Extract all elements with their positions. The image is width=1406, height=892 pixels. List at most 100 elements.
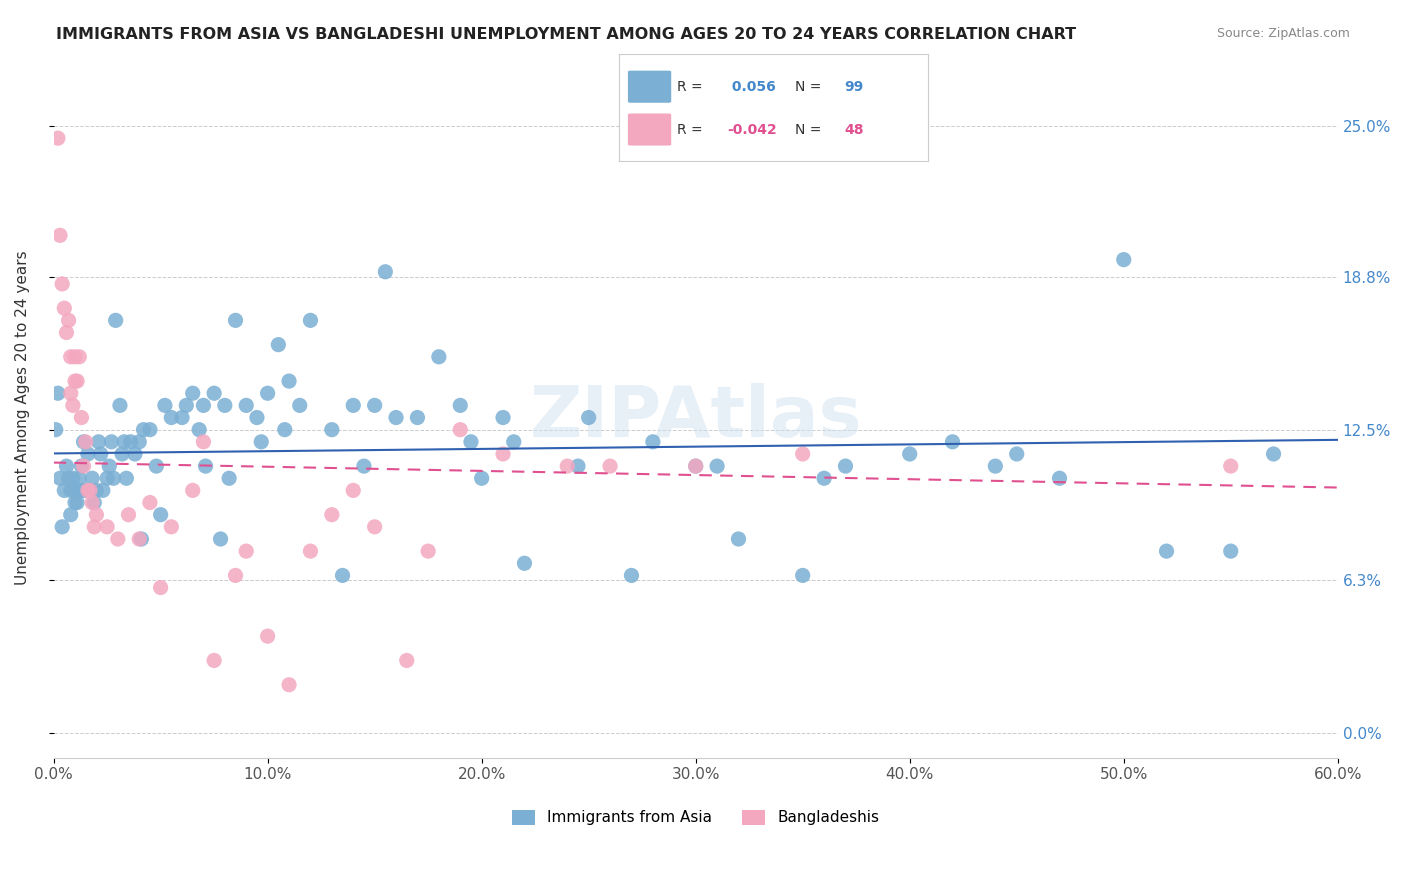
- Point: [363, 520, 385, 534]
- Point: [363, 398, 385, 412]
- Point: [599, 459, 621, 474]
- Point: [299, 544, 322, 558]
- FancyBboxPatch shape: [628, 113, 671, 145]
- Point: [70, 483, 93, 498]
- Point: [1219, 544, 1241, 558]
- Point: [86, 508, 108, 522]
- Point: [132, 423, 155, 437]
- Point: [86, 483, 108, 498]
- Point: [149, 508, 172, 522]
- Point: [299, 313, 322, 327]
- Point: [66, 495, 89, 509]
- Point: [555, 459, 578, 474]
- Point: [353, 459, 375, 474]
- Text: -0.042: -0.042: [727, 122, 776, 136]
- Point: [1005, 447, 1028, 461]
- Point: [139, 423, 162, 437]
- Point: [63, 495, 86, 509]
- Point: [706, 459, 728, 474]
- Point: [813, 471, 835, 485]
- Point: [72, 434, 94, 449]
- Text: Source: ZipAtlas.com: Source: ZipAtlas.com: [1216, 27, 1350, 40]
- Point: [62, 471, 84, 485]
- Point: [685, 459, 707, 474]
- Point: [82, 471, 104, 485]
- Point: [62, 398, 84, 412]
- Point: [288, 398, 311, 412]
- Point: [128, 532, 150, 546]
- Point: [46, 131, 69, 145]
- Point: [96, 471, 118, 485]
- Point: [131, 532, 153, 546]
- Point: [427, 350, 450, 364]
- Point: [1156, 544, 1178, 558]
- Point: [406, 410, 429, 425]
- Point: [1219, 459, 1241, 474]
- Text: ZIPAtlas: ZIPAtlas: [530, 383, 862, 452]
- Point: [567, 459, 589, 474]
- Point: [578, 410, 600, 425]
- Point: [395, 653, 418, 667]
- Point: [170, 410, 193, 425]
- Point: [792, 447, 814, 461]
- Point: [342, 398, 364, 412]
- Point: [1263, 447, 1285, 461]
- Point: [104, 313, 127, 327]
- Point: [120, 434, 142, 449]
- Point: [76, 447, 98, 461]
- Point: [898, 447, 921, 461]
- Point: [176, 398, 198, 412]
- Point: [115, 471, 138, 485]
- Point: [59, 386, 82, 401]
- Point: [55, 326, 77, 340]
- Point: [321, 508, 343, 522]
- Y-axis label: Unemployment Among Ages 20 to 24 years: Unemployment Among Ages 20 to 24 years: [15, 251, 30, 585]
- Point: [66, 374, 89, 388]
- Point: [502, 434, 524, 449]
- Point: [83, 520, 105, 534]
- Point: [792, 568, 814, 582]
- Point: [75, 434, 97, 449]
- Point: [513, 556, 536, 570]
- Point: [112, 434, 135, 449]
- Point: [51, 520, 73, 534]
- Point: [63, 483, 86, 498]
- Point: [321, 423, 343, 437]
- Point: [49, 228, 72, 243]
- Point: [342, 483, 364, 498]
- Point: [145, 459, 167, 474]
- Point: [471, 471, 494, 485]
- Point: [202, 653, 225, 667]
- Point: [149, 581, 172, 595]
- Point: [91, 483, 114, 498]
- Point: [128, 434, 150, 449]
- Point: [70, 459, 93, 474]
- Point: [59, 508, 82, 522]
- Point: [53, 301, 76, 316]
- Point: [278, 374, 301, 388]
- Point: [79, 483, 101, 498]
- Point: [267, 337, 290, 351]
- Point: [1112, 252, 1135, 267]
- Text: 48: 48: [845, 122, 863, 136]
- Point: [218, 471, 240, 485]
- Point: [139, 495, 162, 509]
- Point: [51, 277, 73, 291]
- Point: [193, 398, 215, 412]
- Point: [76, 483, 98, 498]
- Point: [418, 544, 440, 558]
- Point: [107, 532, 129, 546]
- Text: N =: N =: [794, 122, 821, 136]
- Point: [641, 434, 664, 449]
- Point: [274, 423, 297, 437]
- Point: [620, 568, 643, 582]
- Point: [235, 398, 257, 412]
- Point: [100, 434, 122, 449]
- Point: [385, 410, 408, 425]
- Point: [67, 350, 90, 364]
- Text: R =: R =: [678, 79, 703, 94]
- Point: [332, 568, 354, 582]
- Point: [63, 374, 86, 388]
- Point: [193, 434, 215, 449]
- Point: [79, 483, 101, 498]
